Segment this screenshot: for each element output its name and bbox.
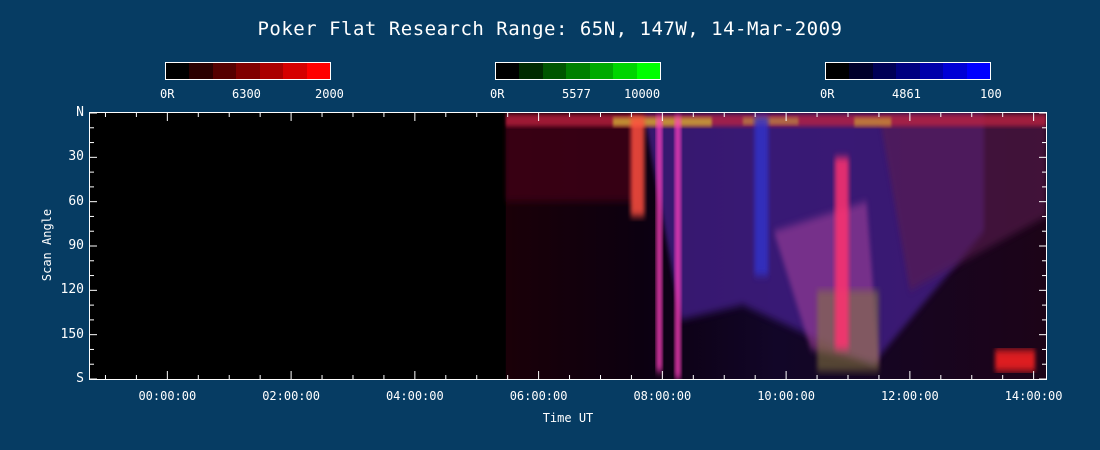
colorbar-5577-mid-label: 5577 xyxy=(562,87,591,101)
x-axis-label: Time UT xyxy=(542,411,594,425)
y-tick-label: 60 xyxy=(68,193,84,209)
colorbar-swatch xyxy=(212,63,237,79)
colorbar-swatch xyxy=(236,63,260,79)
colorbar-swatch xyxy=(826,63,850,79)
x-tick-label: 06:00:00 xyxy=(509,389,568,403)
aurora-arc xyxy=(656,115,663,372)
chart-title: Poker Flat Research Range: 65N, 147W, 14… xyxy=(257,18,843,40)
colorbar-swatch xyxy=(519,63,543,79)
y-tick-label: 150 xyxy=(60,326,84,342)
x-tick-label: 00:00:00 xyxy=(138,389,197,403)
colorbar-swatch xyxy=(919,63,944,79)
colorbar-swatch xyxy=(566,63,590,79)
aurora-horizon-band xyxy=(742,117,799,125)
aurora-arc xyxy=(674,115,681,379)
colorbar-swatch xyxy=(189,63,213,79)
y-tick-label: 90 xyxy=(68,238,84,253)
x-tick-label: 14:00:00 xyxy=(1004,389,1063,403)
colorbar-6300-max-label: 2000 xyxy=(315,87,344,101)
colorbar-swatch xyxy=(496,63,520,79)
y-tick-label: N xyxy=(76,105,84,120)
colorbar-4861 xyxy=(825,62,991,80)
colorbar-6300 xyxy=(165,62,331,80)
y-tick-label: 120 xyxy=(60,282,84,298)
colorbar-swatch xyxy=(259,63,284,79)
colorbar-5577 xyxy=(495,62,661,80)
colorbar-swatch xyxy=(542,63,567,79)
colorbar-swatch xyxy=(849,63,873,79)
colorbar-4861-min-label: 0R xyxy=(820,87,835,101)
colorbar-swatch xyxy=(306,63,330,79)
colorbar-4861-max-label: 100 xyxy=(980,87,1002,101)
y-axis-label: Scan Angle xyxy=(40,208,54,282)
colorbar-6300-mid-label: 6300 xyxy=(232,87,261,101)
x-tick-label: 02:00:00 xyxy=(262,389,320,403)
aurora-diffuse xyxy=(878,113,1046,291)
colorbar-4861-mid-label: 4861 xyxy=(892,87,921,101)
colorbar-swatch xyxy=(636,63,660,79)
colorbar-5577-max-label: 10000 xyxy=(624,87,661,101)
aurora-horizon-band xyxy=(612,117,712,127)
keogram-plot xyxy=(90,113,1046,379)
aurora-diffuse xyxy=(505,113,638,202)
colorbar-swatch xyxy=(589,63,614,79)
colorbar-swatch xyxy=(966,63,990,79)
aurora-arc xyxy=(754,115,769,276)
colorbar-swatch xyxy=(166,63,190,79)
aurora-horizon-band xyxy=(854,117,892,127)
colorbar-5577-min-label: 0R xyxy=(490,87,505,101)
colorbar-swatch xyxy=(872,63,897,79)
x-tick-label: 08:00:00 xyxy=(633,389,692,403)
x-tick-label: 12:00:00 xyxy=(880,389,939,403)
colorbar-swatch xyxy=(283,63,307,79)
colorbar-swatch xyxy=(613,63,637,79)
colorbar-swatch xyxy=(896,63,920,79)
colorbar-6300-min-label: 0R xyxy=(160,87,175,101)
aurora-arc xyxy=(834,157,849,350)
colorbar-swatch xyxy=(943,63,967,79)
aurora-arc xyxy=(630,115,645,217)
y-tick-label: S xyxy=(76,371,84,386)
x-tick-label: 10:00:00 xyxy=(757,389,815,403)
x-tick-label: 04:00:00 xyxy=(385,389,444,403)
y-tick-label: 30 xyxy=(68,149,84,165)
aurora-arc xyxy=(995,349,1036,372)
plot-frame xyxy=(89,112,1047,380)
